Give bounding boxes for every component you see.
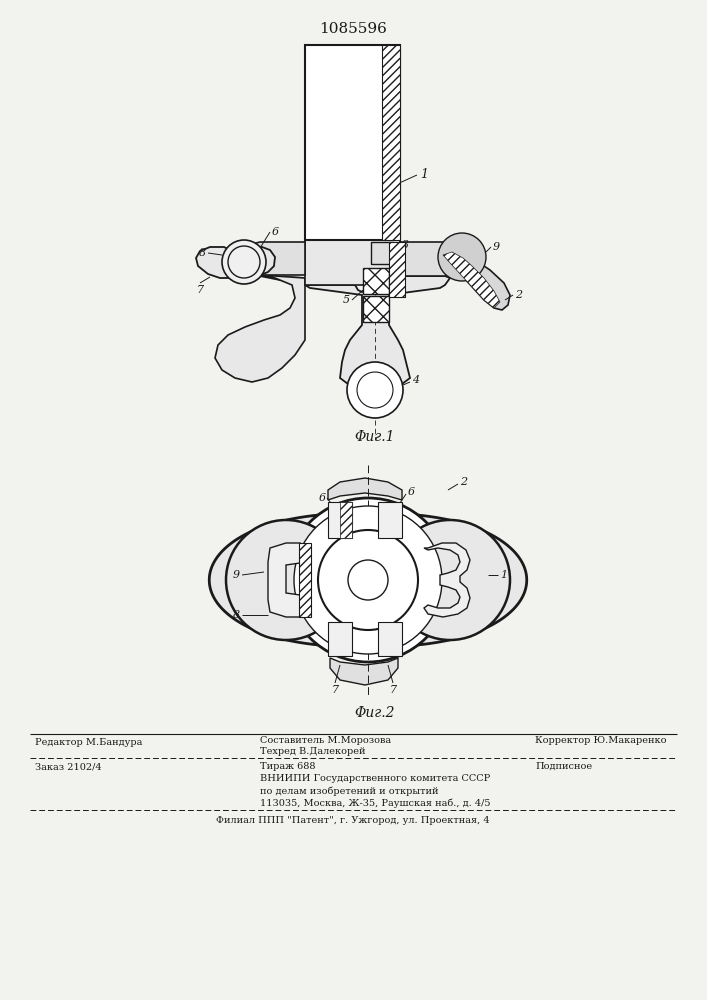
Circle shape (222, 240, 266, 284)
Bar (382, 45, 400, 240)
Text: ВНИИПИ Государственного комитета СССР: ВНИИПИ Государственного комитета СССР (260, 774, 490, 783)
Circle shape (357, 372, 393, 408)
Text: 6: 6 (319, 493, 326, 503)
Bar (389, 242, 405, 297)
Bar (363, 296, 389, 322)
Text: 6: 6 (408, 487, 415, 497)
Text: 5: 5 (343, 295, 350, 305)
Bar (378, 502, 402, 538)
Text: Φиг.2: Φиг.2 (355, 706, 395, 720)
Circle shape (347, 362, 403, 418)
Bar (299, 543, 311, 617)
Circle shape (390, 520, 510, 640)
Polygon shape (209, 513, 527, 647)
Circle shape (286, 498, 450, 662)
Circle shape (318, 530, 418, 630)
Text: Φиг.1: Φиг.1 (355, 430, 395, 444)
Text: Составитель М.Морозова: Составитель М.Морозова (260, 736, 391, 745)
Text: 8: 8 (199, 248, 206, 258)
Text: 4: 4 (412, 375, 419, 385)
Polygon shape (196, 247, 275, 278)
Text: Корректор Ю.Макаренко: Корректор Ю.Макаренко (535, 736, 667, 745)
Circle shape (438, 233, 486, 281)
Polygon shape (268, 543, 308, 617)
Polygon shape (440, 248, 510, 310)
Text: 9: 9 (493, 242, 500, 252)
Text: Техред В.Далекорей: Техред В.Далекорей (260, 747, 366, 756)
Text: по делам изобретений и открытий: по делам изобретений и открытий (260, 786, 438, 796)
Circle shape (228, 246, 260, 278)
Text: 2: 2 (460, 477, 467, 487)
Polygon shape (240, 242, 305, 275)
Text: 3: 3 (402, 240, 409, 250)
Bar (340, 502, 352, 538)
Bar (378, 622, 402, 656)
Text: 7: 7 (332, 685, 339, 695)
Bar (305, 235, 400, 285)
Bar (328, 502, 352, 538)
Bar (328, 622, 352, 656)
Text: Редактор М.Бандура: Редактор М.Бандура (35, 738, 142, 747)
Text: 1: 1 (500, 570, 507, 580)
Bar (363, 268, 389, 294)
Text: 1: 1 (420, 168, 428, 182)
Bar (371, 242, 393, 264)
Text: 2: 2 (515, 290, 522, 300)
Text: 7: 7 (197, 285, 204, 295)
Text: 8: 8 (233, 610, 240, 620)
Text: 113035, Москва, Ж-35, Раушская наб., д. 4/5: 113035, Москва, Ж-35, Раушская наб., д. … (260, 798, 491, 808)
Polygon shape (260, 276, 450, 400)
Text: 6: 6 (272, 227, 279, 237)
Polygon shape (330, 658, 398, 685)
Polygon shape (443, 252, 500, 308)
Text: Подписное: Подписное (535, 762, 592, 771)
Polygon shape (424, 543, 470, 617)
Text: 9: 9 (233, 570, 240, 580)
Circle shape (226, 520, 346, 640)
Text: Заказ 2102/4: Заказ 2102/4 (35, 762, 102, 771)
Text: 1085596: 1085596 (319, 22, 387, 36)
Text: Тираж 688: Тираж 688 (260, 762, 315, 771)
Circle shape (294, 506, 442, 654)
Polygon shape (400, 242, 465, 276)
Polygon shape (328, 478, 402, 500)
Text: 7: 7 (390, 685, 397, 695)
Polygon shape (215, 275, 305, 382)
Circle shape (348, 560, 388, 600)
Text: Филиал ППП "Патент", г. Ужгород, ул. Проектная, 4: Филиал ППП "Патент", г. Ужгород, ул. Про… (216, 816, 490, 825)
Bar (305, 45, 400, 240)
